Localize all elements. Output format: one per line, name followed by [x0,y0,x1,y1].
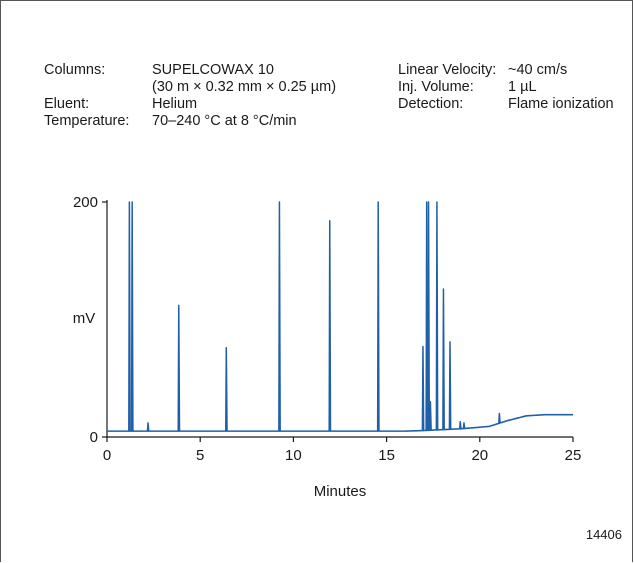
figure-id: 14406 [585,527,622,542]
x-tick-label: 25 [565,447,582,464]
x-axis-label: Minutes [314,483,367,500]
conditions-right: Linear Velocity: ~40 cm/s Inj. Volume: 1… [398,62,623,117]
peak [435,201,439,430]
peak [429,401,432,431]
linear-velocity-value: ~40 cm/s [508,62,568,78]
temperature-key: Temperature: [44,113,130,129]
eluent-value: Helium [152,96,198,112]
columns-value: SUPELCOWAX 10 [152,62,274,78]
peak [130,201,134,432]
peak [427,201,431,431]
y-tick-label: 200 [73,194,98,211]
columns-dimensions: (30 m × 0.32 mm × 0.25 µm) [152,79,337,95]
peak [498,412,501,424]
peak [376,201,380,432]
detection-value: Flame ionization [508,96,614,112]
inj-volume-key: Inj. Volume: [398,79,474,95]
columns-key: Columns: [44,62,106,78]
x-tick-label: 0 [103,447,111,464]
peak [421,345,425,431]
chromatogram-trace [107,201,573,432]
peak [448,341,452,430]
x-tick-label: 5 [196,447,204,464]
peak [224,346,228,432]
eluent-key: Eluent: [44,96,90,112]
x-tick-label: 10 [285,447,302,464]
peak [462,422,466,429]
peak [458,420,462,429]
y-axis-label: mV [73,310,96,327]
peak [442,288,445,430]
peak [177,304,181,432]
peak [278,201,281,432]
y-tick-label: 0 [90,429,98,446]
peak [425,201,429,431]
x-tick-label: 20 [471,447,488,464]
conditions-left: Columns: SUPELCOWAX 10 (30 m × 0.32 mm ×… [44,62,384,132]
temperature-value: 70–240 °C at 8 °C/min [152,113,297,129]
peak [128,201,131,432]
linear-velocity-key: Linear Velocity: [398,62,497,78]
inj-volume-value: 1 µL [508,79,537,95]
peak [146,422,150,432]
peak [328,220,332,432]
chart-axes: 0 5 10 15 20 25 0 200 [73,194,581,464]
baseline-trace [107,413,573,432]
detection-key: Detection: [398,96,464,112]
x-tick-label: 15 [378,447,395,464]
